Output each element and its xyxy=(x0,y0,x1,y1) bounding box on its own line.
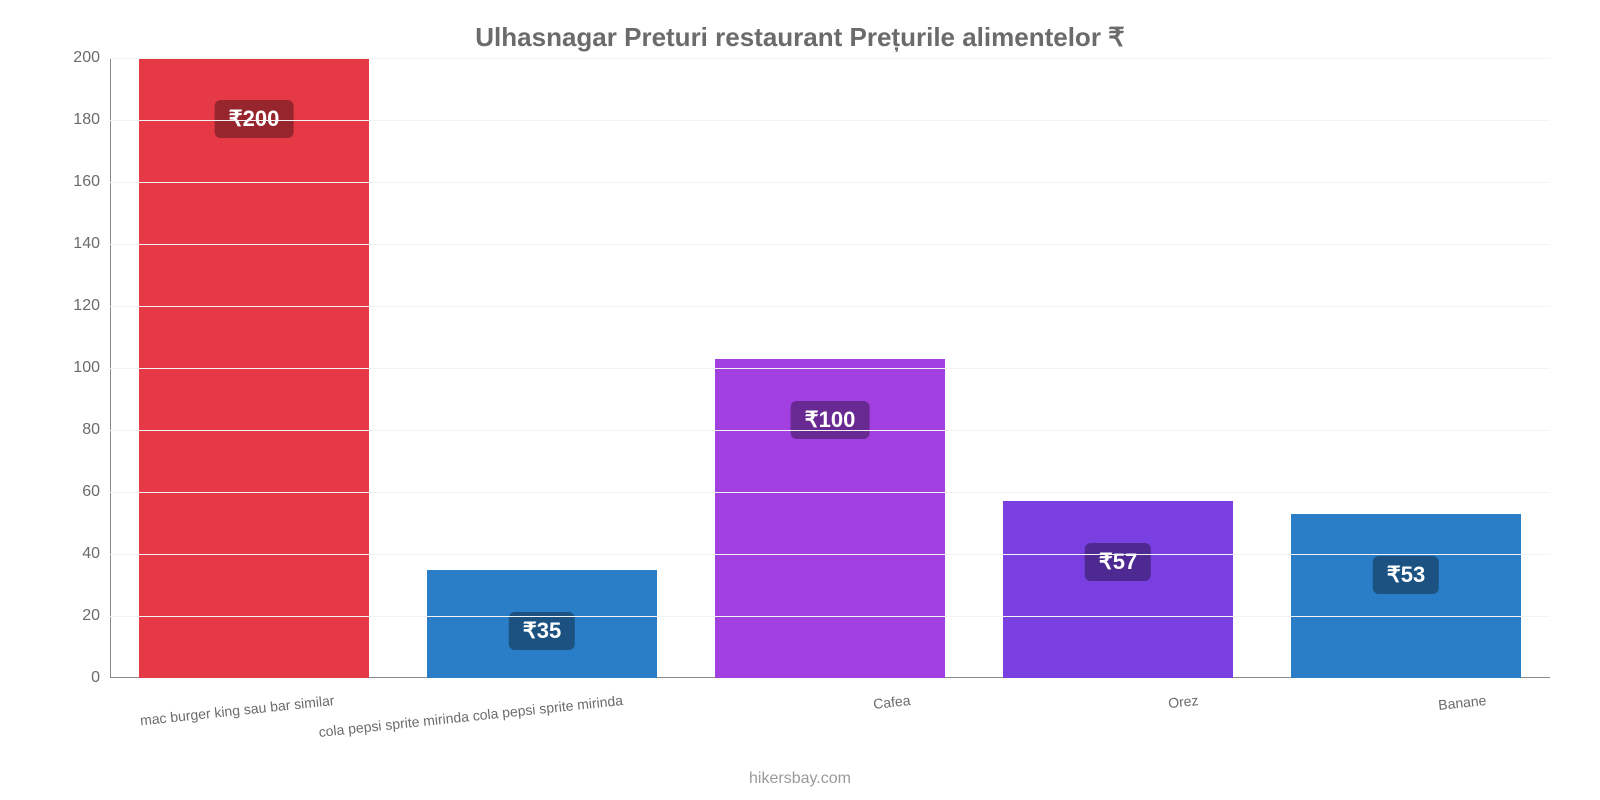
bar-value-badge: ₹57 xyxy=(1085,543,1151,581)
x-tick-label: Banane xyxy=(1438,692,1488,713)
x-tick-label: Cafea xyxy=(873,692,912,712)
y-tick-label: 160 xyxy=(73,173,110,191)
y-tick-label: 200 xyxy=(73,49,110,67)
bar-value-badge: ₹53 xyxy=(1373,556,1439,594)
chart-title: Ulhasnagar Preturi restaurant Prețurile … xyxy=(0,0,1600,53)
chart-container: Ulhasnagar Preturi restaurant Prețurile … xyxy=(0,0,1600,800)
grid-line xyxy=(110,368,1550,369)
y-tick-label: 100 xyxy=(73,359,110,377)
grid-line xyxy=(110,554,1550,555)
bar-value-badge: ₹200 xyxy=(215,100,294,138)
grid-line xyxy=(110,58,1550,59)
bar-value-badge: ₹100 xyxy=(791,401,870,439)
y-tick-label: 140 xyxy=(73,235,110,253)
grid-line xyxy=(110,244,1550,245)
y-tick-label: 0 xyxy=(91,669,110,687)
grid-line xyxy=(110,120,1550,121)
bar xyxy=(1291,514,1521,678)
x-tick-label: mac burger king sau bar similar xyxy=(140,692,336,728)
grid-line xyxy=(110,306,1550,307)
y-tick-label: 120 xyxy=(73,297,110,315)
grid-line xyxy=(110,616,1550,617)
plot-area: ₹200₹35₹100₹57₹53 0204060801001201401601… xyxy=(110,58,1550,678)
x-axis-labels: mac burger king sau bar similarcola peps… xyxy=(110,692,1550,752)
grid-line xyxy=(110,430,1550,431)
x-tick-label: cola pepsi sprite mirinda cola pepsi spr… xyxy=(318,692,624,740)
y-tick-label: 80 xyxy=(82,421,110,439)
bar-value-badge: ₹35 xyxy=(509,612,575,650)
grid-line xyxy=(110,182,1550,183)
grid-line xyxy=(110,492,1550,493)
y-tick-label: 60 xyxy=(82,483,110,501)
y-tick-label: 20 xyxy=(82,607,110,625)
y-tick-label: 40 xyxy=(82,545,110,563)
bar xyxy=(1003,501,1233,678)
credit-text: hikersbay.com xyxy=(749,770,851,788)
x-tick-label: Orez xyxy=(1168,692,1200,711)
y-tick-label: 180 xyxy=(73,111,110,129)
